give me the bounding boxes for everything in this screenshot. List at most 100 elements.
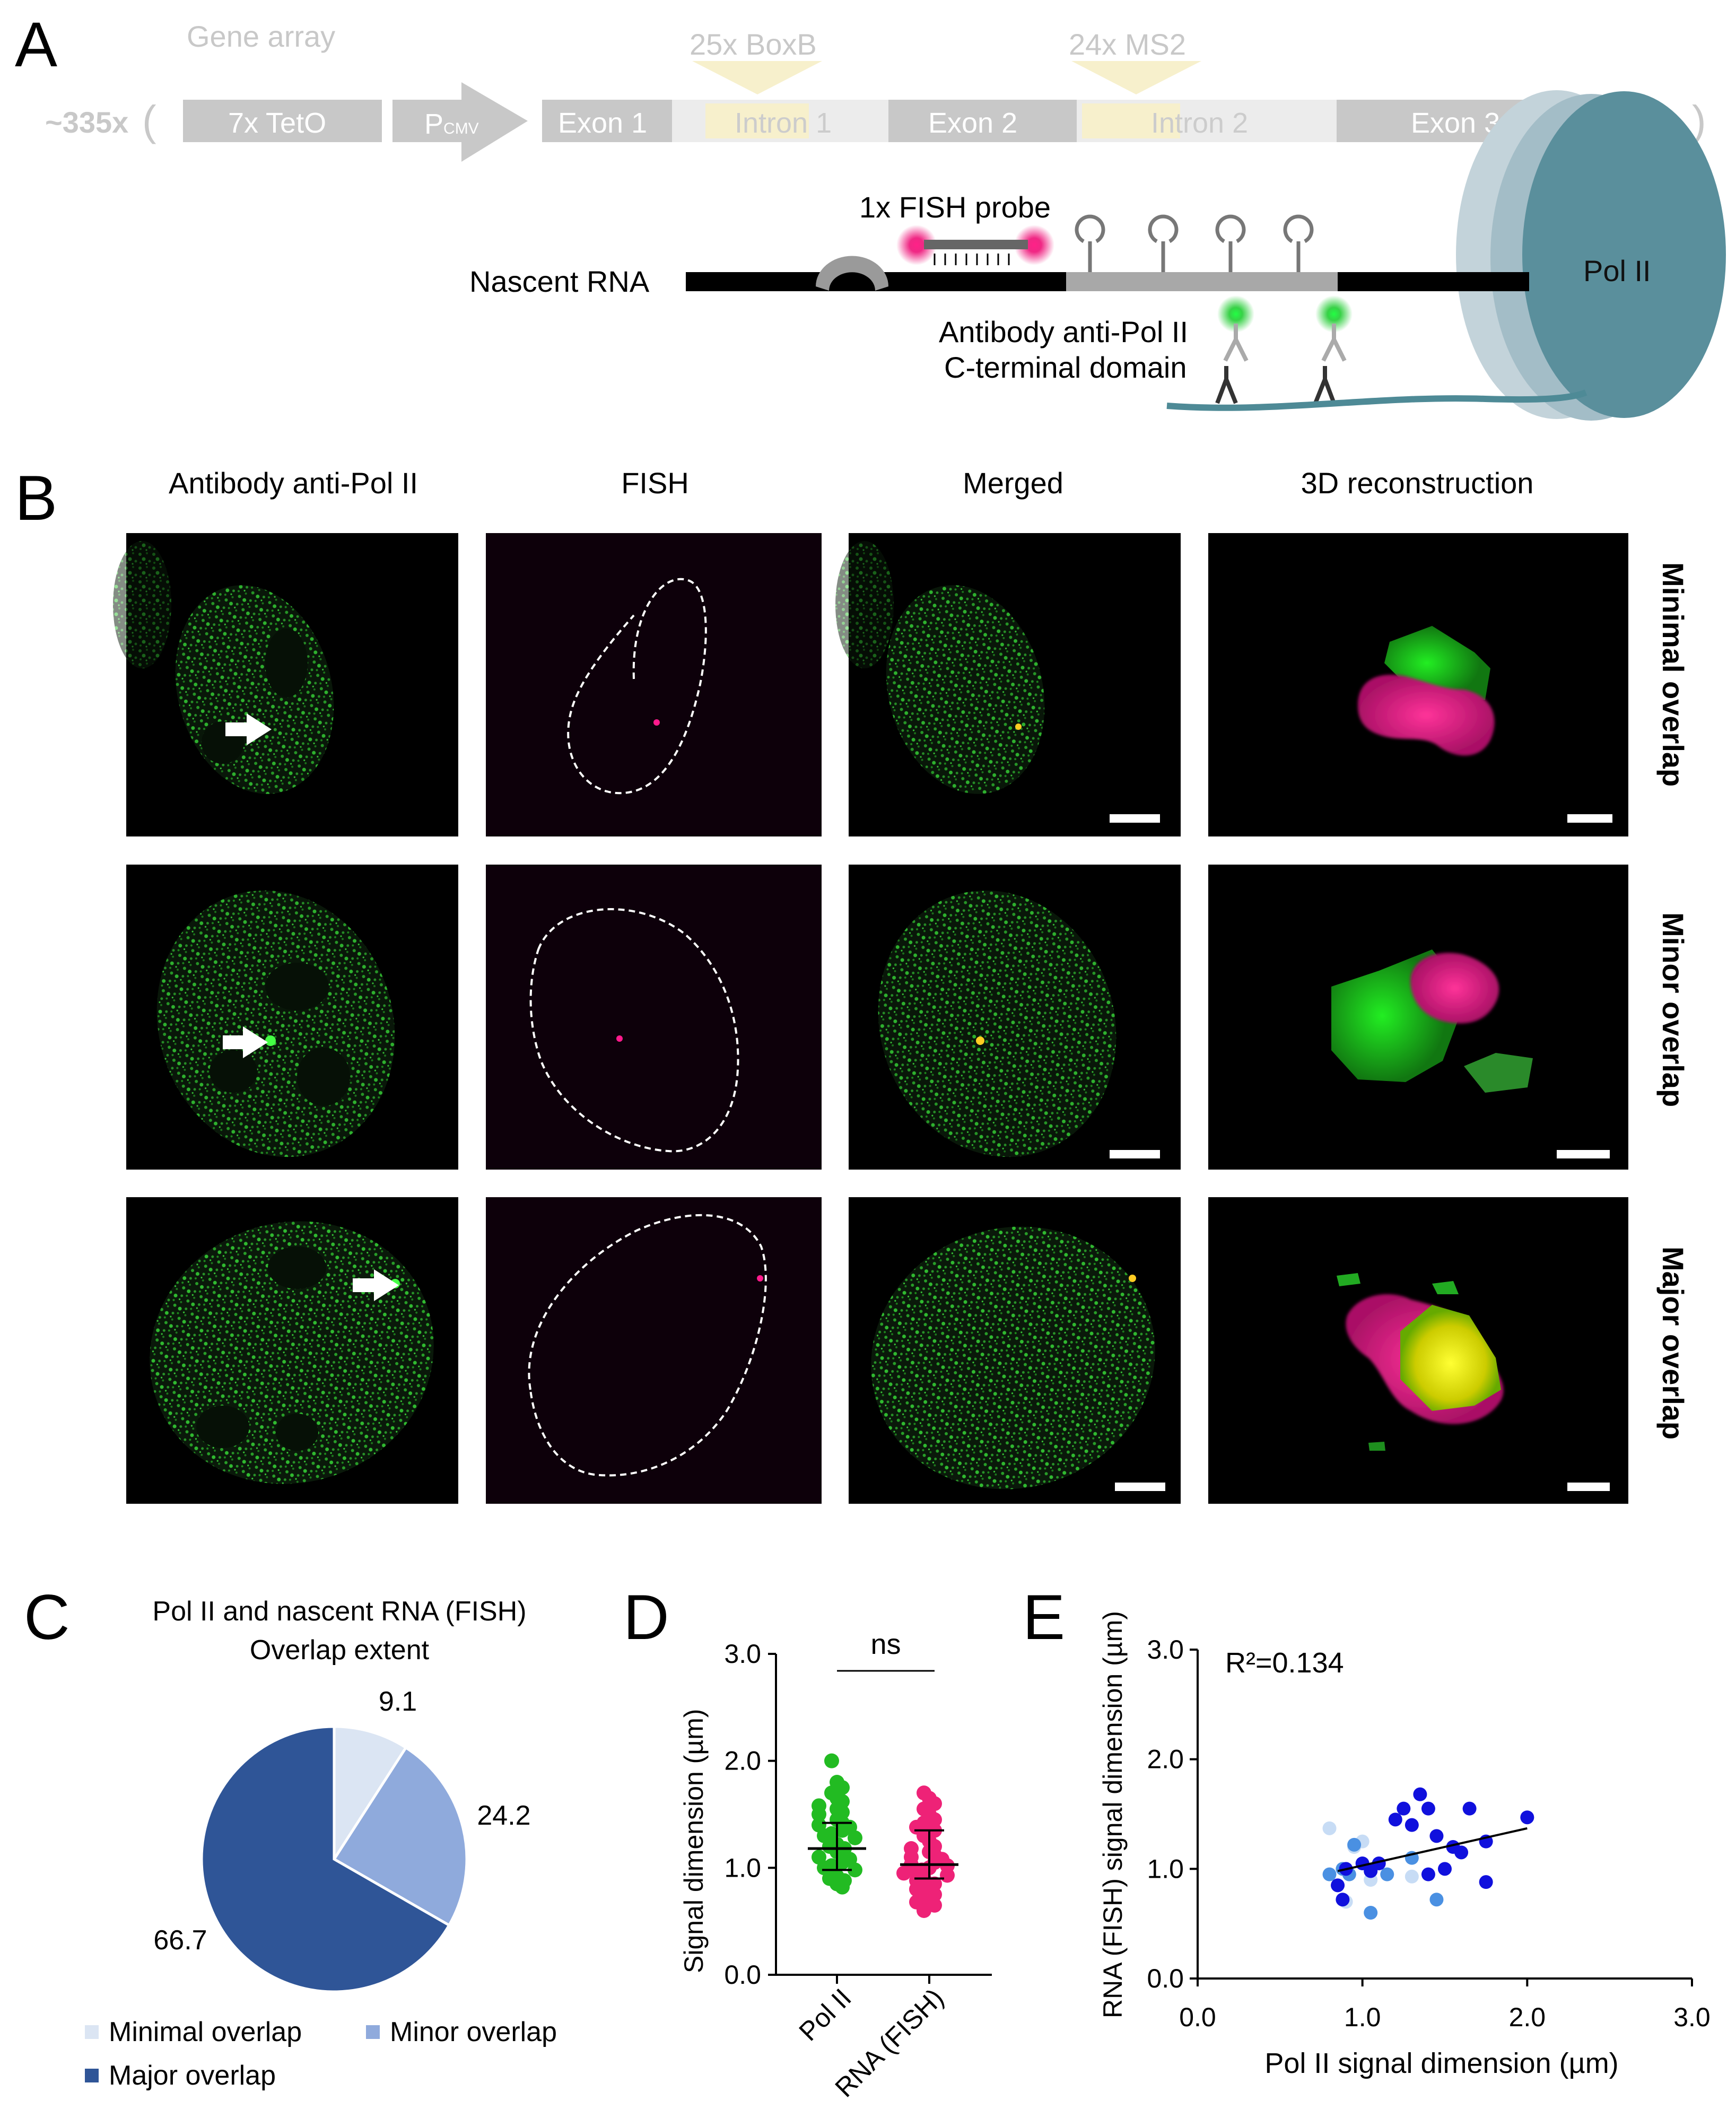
scale-bar-1	[1110, 814, 1160, 823]
image-row-major	[126, 1197, 1628, 1504]
panel-label-a: A	[15, 9, 57, 80]
d-xtick-label: Pol II	[793, 1983, 857, 2046]
nucleus-edge-m1	[835, 541, 894, 668]
e-xtick-label: 0.0	[1179, 2002, 1216, 2032]
legend-swatch-major	[85, 2069, 99, 2082]
d-point	[896, 1866, 911, 1881]
legend-swatch-minimal	[85, 2025, 99, 2039]
e-points	[1322, 1787, 1534, 1920]
e-xtick-label: 2.0	[1509, 2002, 1546, 2032]
promoter-arrow	[392, 82, 528, 162]
e-point	[1322, 1867, 1337, 1881]
e-point	[1336, 1893, 1350, 1907]
panel-label-c: C	[24, 1582, 70, 1653]
e-point	[1397, 1801, 1411, 1816]
col-header-fish: FISH	[621, 466, 689, 500]
e-point	[1364, 1906, 1378, 1920]
ctd-tail	[1166, 389, 1587, 411]
pie-value-label: 9.1	[379, 1686, 417, 1717]
fish-spot-3	[757, 1275, 763, 1282]
3d-green-3c	[1368, 1442, 1385, 1451]
e-point	[1429, 1893, 1444, 1907]
fish-probe-label: 1x FISH probe	[859, 190, 1051, 224]
e-point	[1331, 1878, 1345, 1893]
col-header-merged: Merged	[963, 466, 1063, 500]
d-yticks: 0.0 1.0 2.0 3.0	[724, 1639, 776, 1990]
e-point	[1322, 1821, 1337, 1835]
nucleus-dark-hole-3b	[196, 1406, 249, 1448]
tile-fish-3	[486, 1197, 822, 1504]
e-point	[1479, 1875, 1493, 1889]
promoter-label: PCMV	[424, 108, 479, 140]
3d-pink-1	[1358, 675, 1495, 756]
image-row-minor	[126, 865, 1628, 1170]
col-header-antibody: Antibody anti-Pol II	[169, 466, 418, 500]
panel-a: A Gene array 25x BoxB 24x MS2 ~335x ( 7x…	[15, 9, 1726, 421]
d-point	[917, 1903, 931, 1918]
intron2-label: Intron 2	[1151, 107, 1248, 139]
antibody-icons	[1215, 324, 1347, 404]
row-label-minor: Minor overlap	[1656, 912, 1690, 1107]
pol2-ellipse	[1522, 91, 1726, 418]
e-point	[1454, 1845, 1469, 1860]
e-point	[1347, 1837, 1362, 1852]
nucleus-dark-hole-1b	[265, 629, 308, 698]
e-ytick-label: 2.0	[1147, 1745, 1184, 1774]
fish-probe-ticks	[934, 254, 1010, 265]
d-ylabel: Signal dimension (µm)	[679, 1709, 709, 1973]
fish-spot-2	[616, 1035, 623, 1042]
scale-bar-3d-1	[1567, 814, 1612, 823]
e-point	[1520, 1810, 1534, 1825]
ns-label: ns	[870, 1628, 901, 1660]
nucleus-outline-1	[567, 578, 707, 795]
panel-label-e: E	[1023, 1582, 1065, 1653]
copies-label: ~335x	[45, 106, 128, 139]
polII-focus-2	[265, 1035, 276, 1046]
fish-probe-bar	[924, 240, 1028, 249]
d-points	[808, 1753, 958, 1918]
pie-title-line2: Overlap extent	[250, 1635, 430, 1666]
arrow-2	[223, 1026, 268, 1058]
scale-bar-2	[1110, 1150, 1160, 1158]
exon1-block	[542, 100, 672, 142]
e-point	[1438, 1862, 1452, 1876]
e-ytick-label: 3.0	[1147, 1635, 1184, 1664]
arrow-3	[353, 1269, 399, 1301]
boxb-label: 25x BoxB	[690, 28, 817, 61]
d-point	[824, 1753, 839, 1768]
tile-fish-2	[486, 865, 822, 1170]
boxb-hairpin	[816, 256, 888, 291]
gene-array-label: Gene array	[187, 20, 335, 53]
pie-slice-minor-overlap	[332, 1746, 468, 1927]
3d-green-3b	[1432, 1281, 1459, 1294]
ms2-rna-region	[1066, 272, 1338, 291]
d-point	[848, 1830, 862, 1845]
e-xtick-label: 1.0	[1344, 2002, 1381, 2032]
3d-pink-2	[1410, 953, 1499, 1024]
pol2-label: Pol II	[1583, 254, 1651, 287]
nucleus-green-m3	[871, 1226, 1155, 1489]
scale-bar-3d-3	[1567, 1483, 1610, 1491]
e-point	[1462, 1801, 1477, 1816]
3d-yellow-3	[1400, 1305, 1501, 1411]
exon2-block	[888, 100, 1077, 142]
boxb-region	[705, 103, 809, 138]
exon2-label: Exon 2	[928, 107, 1017, 139]
ms2-marker	[1071, 61, 1201, 94]
legend-label-major: Major overlap	[109, 2060, 276, 2091]
nucleus-dark-hole-3a	[268, 1247, 326, 1289]
nucleus-edge-1	[113, 541, 171, 668]
nucleus-green-m1	[886, 585, 1045, 794]
e-yticks: 0.0 1.0 2.0 3.0	[1147, 1635, 1198, 1993]
fish-probe-dot-right	[1014, 225, 1054, 265]
nucleus-dark-hole-2a	[265, 963, 329, 1010]
scale-bar-3	[1115, 1483, 1165, 1491]
nucleus-outline-3	[528, 1214, 767, 1477]
d-point	[848, 1862, 862, 1878]
merged-spot-2	[976, 1036, 984, 1045]
legend-label-minor: Minor overlap	[390, 2017, 557, 2047]
pie-legend: Minimal overlap Minor overlap Major over…	[85, 2017, 557, 2091]
antibody-glow-1	[1217, 295, 1254, 333]
